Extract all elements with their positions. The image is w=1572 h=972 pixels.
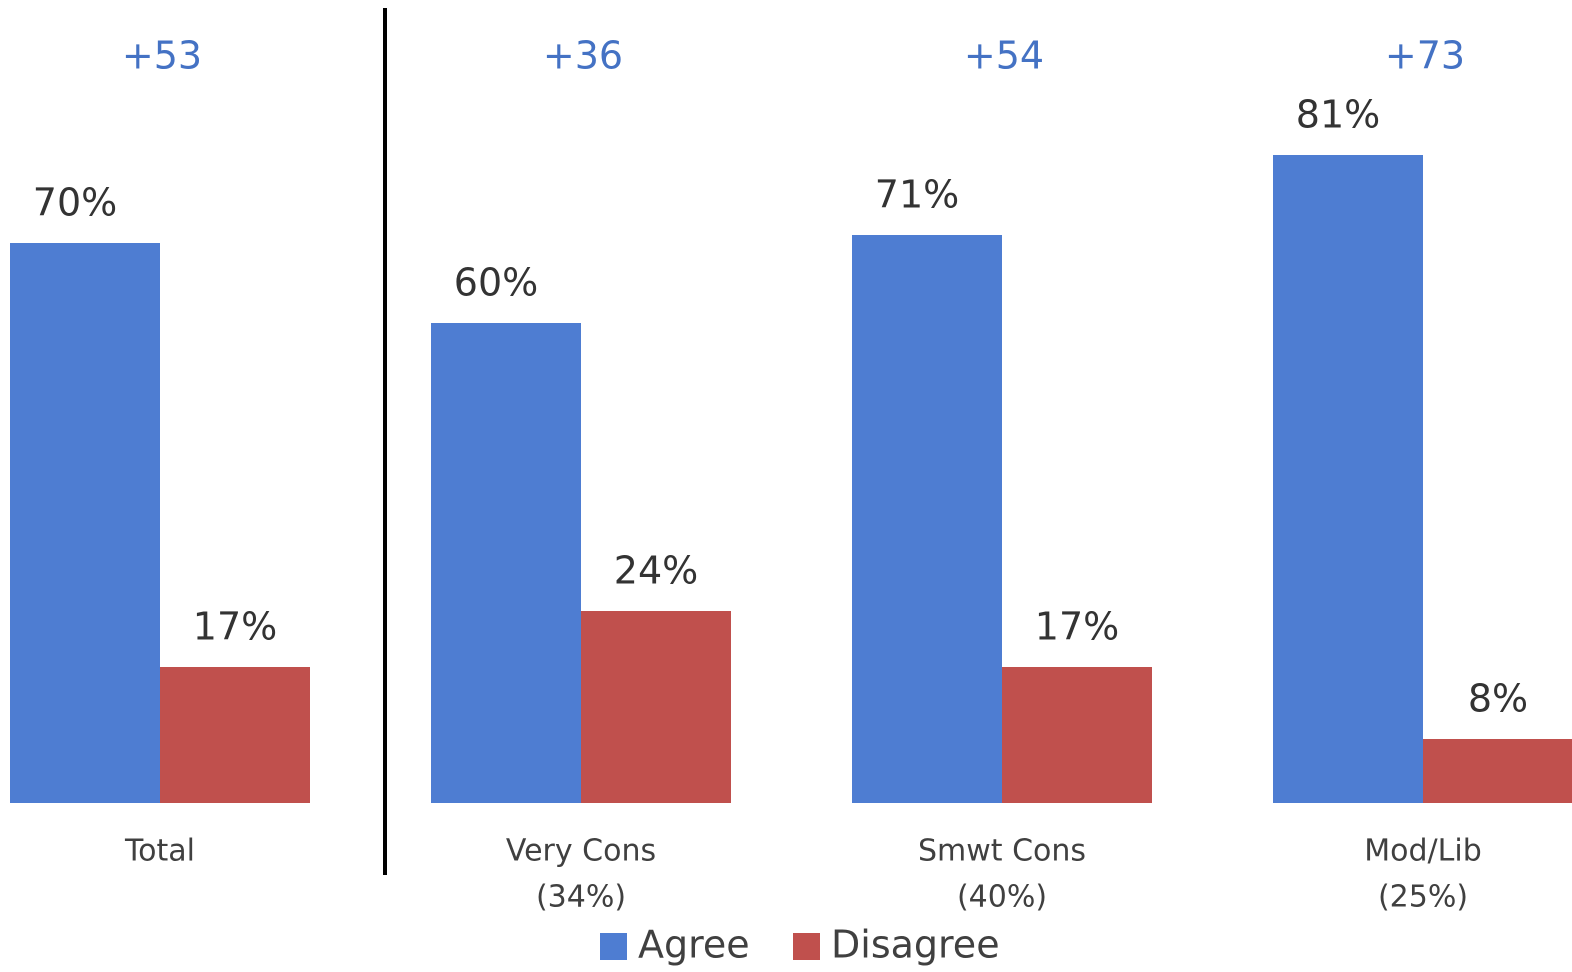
- net-annotation: +36: [543, 34, 623, 78]
- x-tick-label: Total: [124, 834, 195, 869]
- x-tick-sublabel: (40%): [957, 880, 1047, 915]
- bar: [852, 235, 1002, 803]
- data-label: 81%: [1296, 93, 1380, 137]
- x-tick-label: Smwt Cons: [918, 834, 1086, 869]
- x-tick-label: Mod/Lib: [1364, 834, 1481, 869]
- data-label: 17%: [193, 605, 277, 649]
- data-label: 24%: [614, 549, 698, 593]
- data-label: 70%: [33, 181, 117, 225]
- x-tick-sublabel: (34%): [536, 880, 626, 915]
- net-annotation: +54: [964, 34, 1044, 78]
- net-annotation: +73: [1385, 34, 1465, 78]
- data-label: 71%: [875, 173, 959, 217]
- bar: [10, 243, 160, 803]
- data-label: 8%: [1468, 677, 1528, 721]
- data-label: 60%: [454, 261, 538, 305]
- net-annotation: +53: [122, 34, 202, 78]
- bar: [431, 323, 581, 803]
- legend-swatch: [600, 933, 627, 960]
- legend-label: Agree: [638, 923, 750, 967]
- legend-swatch: [793, 933, 820, 960]
- legend-label: Disagree: [831, 923, 1000, 967]
- bar: [1002, 667, 1152, 803]
- bar: [160, 667, 310, 803]
- bar: [1273, 155, 1423, 803]
- x-tick-sublabel: (25%): [1378, 880, 1468, 915]
- bar: [581, 611, 731, 803]
- data-label: 17%: [1035, 605, 1119, 649]
- bar: [1423, 739, 1572, 803]
- x-tick-label: Very Cons: [506, 834, 656, 869]
